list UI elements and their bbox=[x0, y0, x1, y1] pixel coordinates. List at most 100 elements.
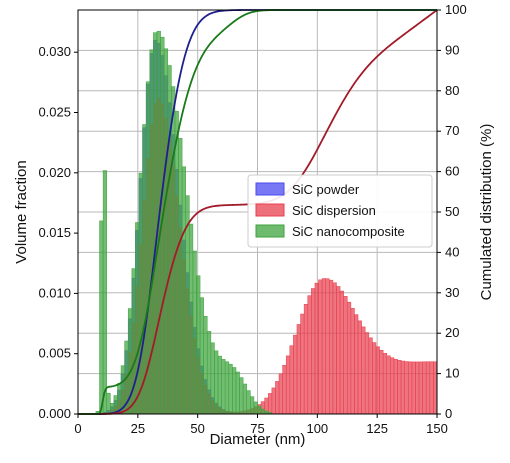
histogram-bar bbox=[99, 220, 104, 415]
y-tick-label: 0.010 bbox=[38, 285, 71, 300]
histogram-bar bbox=[425, 361, 431, 415]
histogram-bar bbox=[174, 110, 179, 415]
histogram-bar bbox=[135, 222, 140, 415]
histogram-bar bbox=[203, 316, 208, 415]
histogram-bar bbox=[217, 355, 222, 415]
histogram-bar bbox=[181, 166, 187, 415]
histogram-bar bbox=[232, 367, 237, 415]
histogram-bar bbox=[372, 342, 377, 415]
x-tick-label: 150 bbox=[426, 421, 448, 436]
y-axis-title: Volume fraction bbox=[13, 160, 30, 263]
histogram-bar bbox=[368, 337, 373, 415]
histogram-bar bbox=[228, 363, 233, 415]
histogram-bar bbox=[354, 314, 359, 415]
histogram-bar bbox=[296, 324, 301, 415]
y-tick-label: 0.000 bbox=[38, 406, 71, 421]
x-tick-label: 100 bbox=[306, 421, 328, 436]
y2-tick-label: 80 bbox=[445, 83, 459, 98]
y2-tick-label: 40 bbox=[445, 244, 459, 259]
histogram-bar bbox=[422, 361, 427, 415]
histogram-bar bbox=[267, 393, 273, 415]
histogram-bar bbox=[328, 279, 334, 415]
histogram-bar bbox=[285, 355, 291, 415]
histogram-bar bbox=[379, 350, 384, 415]
histogram-bar bbox=[239, 377, 244, 415]
histogram-bar bbox=[418, 361, 423, 415]
series-bars-2 bbox=[95, 30, 273, 415]
histogram-bar bbox=[429, 361, 434, 415]
histogram-bar bbox=[289, 345, 294, 415]
histogram-bar bbox=[364, 332, 370, 415]
histogram-bar bbox=[382, 353, 388, 415]
histogram-bar bbox=[196, 275, 201, 415]
histogram-bar bbox=[106, 392, 111, 415]
y-tick-label: 0.025 bbox=[38, 105, 71, 120]
y2-axis-title: Cumulated distribution (%) bbox=[478, 124, 495, 301]
histogram-bar bbox=[346, 301, 352, 415]
histogram-bar bbox=[221, 359, 226, 415]
histogram-bar bbox=[303, 303, 309, 415]
y2-tick-label: 30 bbox=[445, 285, 459, 300]
histogram-bar bbox=[275, 381, 280, 415]
histogram-bar bbox=[253, 401, 258, 415]
histogram-bar bbox=[336, 286, 341, 415]
y-tick-label: 0.020 bbox=[38, 165, 71, 180]
y-tick-label: 0.030 bbox=[38, 44, 71, 59]
y2-tick-label: 60 bbox=[445, 164, 459, 179]
histogram-bar bbox=[271, 387, 276, 415]
histogram-bar bbox=[257, 405, 262, 415]
histogram-bar bbox=[411, 361, 416, 415]
histogram-bar bbox=[350, 308, 355, 415]
legend-swatch bbox=[255, 182, 285, 196]
histogram-bar bbox=[390, 357, 395, 415]
histogram-bar bbox=[246, 390, 251, 415]
histogram-bar bbox=[250, 396, 255, 415]
histogram-bar bbox=[278, 373, 283, 415]
histogram-bar bbox=[357, 320, 362, 415]
histogram-bar bbox=[224, 361, 230, 415]
y2-tick-label: 0 bbox=[445, 406, 452, 421]
histogram-bar bbox=[386, 355, 391, 415]
histogram-bar bbox=[404, 361, 409, 415]
histogram-bar bbox=[314, 282, 319, 415]
histogram-bar bbox=[433, 361, 438, 415]
histogram-bar bbox=[192, 250, 197, 415]
histogram-bar bbox=[260, 408, 265, 415]
histogram-bar bbox=[393, 358, 398, 415]
legend-swatch bbox=[255, 203, 285, 217]
histogram-bar bbox=[325, 278, 330, 415]
histogram-bar bbox=[199, 297, 204, 415]
histogram-bar bbox=[214, 350, 219, 415]
x-tick-label: 50 bbox=[190, 421, 204, 436]
legend-label: SiC powder bbox=[292, 182, 360, 197]
histogram-bar bbox=[397, 360, 402, 415]
legend-swatch bbox=[255, 224, 285, 238]
histogram-bar bbox=[307, 295, 312, 415]
histogram-bar bbox=[318, 279, 323, 415]
histogram-bar bbox=[293, 334, 298, 415]
y-tick-label: 0.005 bbox=[38, 346, 71, 361]
y2-tick-label: 90 bbox=[445, 42, 459, 57]
histogram-bar bbox=[311, 288, 316, 415]
histogram-bar bbox=[375, 346, 380, 415]
histogram-bar bbox=[102, 170, 108, 415]
histogram-bar bbox=[321, 278, 327, 415]
histogram-bar bbox=[167, 65, 172, 415]
y-tick-label: 0.015 bbox=[38, 225, 71, 240]
histogram-bar bbox=[339, 290, 344, 415]
legend-label: SiC nanocomposite bbox=[292, 224, 405, 239]
histogram-bar bbox=[153, 32, 158, 415]
histogram-bar bbox=[210, 342, 215, 415]
x-tick-label: 75 bbox=[250, 421, 264, 436]
y2-tick-label: 10 bbox=[445, 366, 459, 381]
legend-box bbox=[247, 174, 433, 248]
histogram-bar bbox=[235, 371, 240, 415]
y2-tick-label: 100 bbox=[445, 2, 467, 17]
histogram-bar bbox=[142, 124, 147, 415]
x-tick-label: 0 bbox=[74, 421, 81, 436]
histogram-bar bbox=[415, 361, 420, 415]
histogram-bar bbox=[242, 383, 248, 415]
histogram-bar bbox=[163, 48, 169, 415]
histogram-bar bbox=[188, 223, 194, 415]
